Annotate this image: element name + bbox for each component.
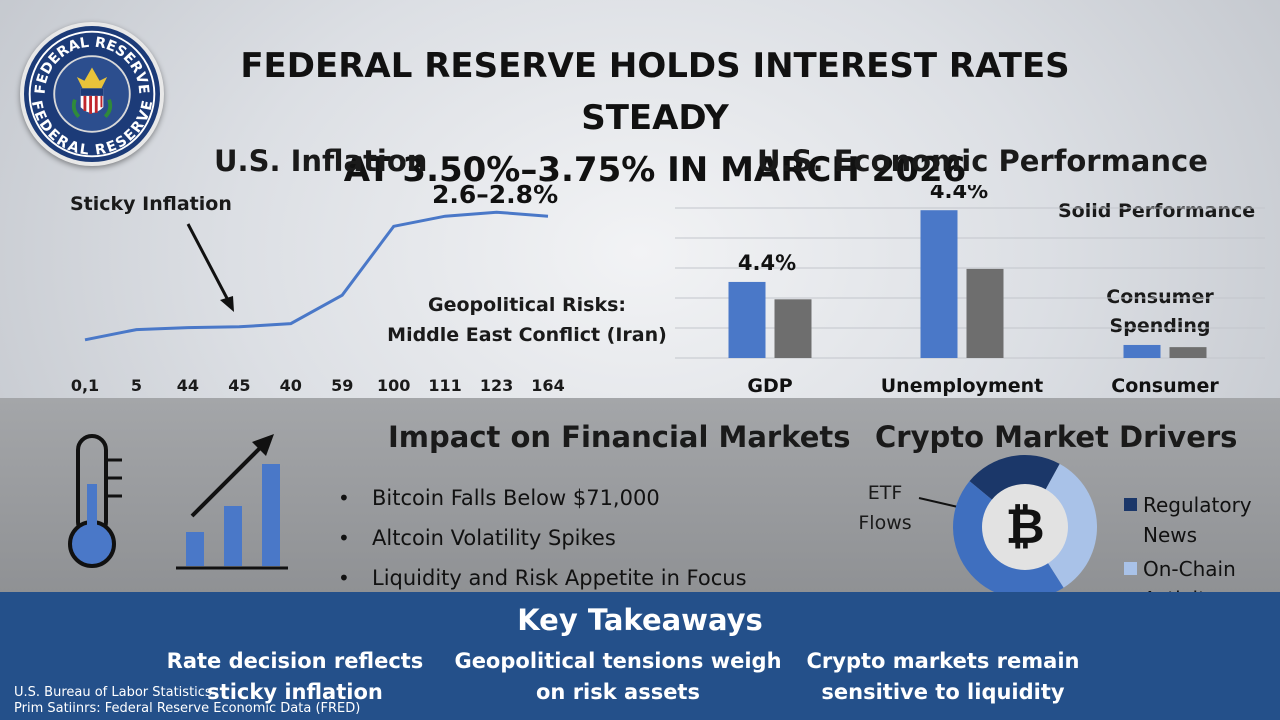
sticky-inflation-label: Sticky Inflation bbox=[70, 193, 232, 215]
x-tick-label: 0,1 bbox=[71, 376, 99, 395]
growth-chart-icon bbox=[176, 434, 288, 570]
bar-consumer-2 bbox=[1169, 347, 1207, 358]
consumer-spending-label: Consumer Spending bbox=[1100, 283, 1220, 341]
bar-gdp-1 bbox=[728, 281, 766, 358]
takeaway-item: Rate decision reflects sticky inflation bbox=[150, 646, 440, 708]
legend1-line2: News bbox=[1143, 523, 1198, 547]
source-line1: U.S. Bureau of Labor Statistics bbox=[14, 685, 212, 700]
crypto-donut-chart: ₿ bbox=[953, 455, 1097, 599]
takeaway-line1: Rate decision reflects bbox=[166, 649, 424, 673]
seal-emblem-icon: FEDERAL RESERVE FEDERAL RESERVE bbox=[28, 30, 156, 159]
takeaway-item: Crypto markets remain sensitive to liqui… bbox=[798, 646, 1088, 708]
inflation-series-line bbox=[84, 210, 549, 342]
takeaway-line2: sensitive to liquidity bbox=[821, 680, 1065, 704]
key-takeaways-title: Key Takeaways bbox=[517, 603, 763, 637]
source-line2: Prim Satiinrs: Federal Reserve Economic … bbox=[14, 701, 361, 716]
bar-unemployment-2 bbox=[966, 268, 1004, 358]
takeaway-line1: Geopolitical tensions weigh bbox=[454, 649, 782, 673]
list-item: Liquidity and Risk Appetite in Focus bbox=[338, 558, 747, 598]
solid-performance-label: Solid Performance bbox=[1058, 200, 1256, 222]
sticky-inflation-arrow-icon bbox=[186, 223, 234, 312]
financial-markets-title: Impact on Financial Markets bbox=[388, 420, 851, 454]
legend2-line1: On-Chain bbox=[1143, 557, 1236, 581]
economic-bar-chart: GDP 4.4% Unemployment 4.4% Consumer bbox=[675, 185, 1265, 397]
x-tick-label: 111 bbox=[428, 376, 461, 395]
markets-bullet-list: Bitcoin Falls Below $71,000 Altcoin Vola… bbox=[338, 478, 747, 598]
bitcoin-icon: ₿ bbox=[1005, 499, 1044, 555]
bar-gdp-2 bbox=[774, 299, 812, 358]
inflation-title: U.S. Inflation bbox=[214, 144, 428, 178]
x-tick-label: 123 bbox=[480, 376, 513, 395]
thermometer-icon bbox=[68, 434, 122, 568]
consumer-spending-line2: Spending bbox=[1109, 315, 1211, 337]
x-tick-label: 59 bbox=[331, 376, 353, 395]
inflation-range-label: 2.6–2.8% bbox=[432, 180, 559, 209]
etf-line2: Flows bbox=[858, 512, 912, 534]
list-item: Bitcoin Falls Below $71,000 bbox=[338, 478, 747, 518]
federal-reserve-seal: FEDERAL RESERVE FEDERAL RESERVE bbox=[20, 22, 164, 166]
legend-swatch bbox=[1124, 498, 1137, 511]
legend-swatch bbox=[1124, 562, 1137, 575]
main-title-line2: AT 3.50%–3.75% IN MARCH 2026 bbox=[343, 150, 967, 190]
x-tick-label: 40 bbox=[280, 376, 302, 395]
x-tick-label: 45 bbox=[228, 376, 250, 395]
x-tick-label: 44 bbox=[177, 376, 199, 395]
takeaway-line2: on risk assets bbox=[536, 680, 700, 704]
bar-unemployment-1 bbox=[920, 210, 958, 358]
consumer-spending-line1: Consumer bbox=[1106, 286, 1214, 308]
economy-title: U.S. Economic Performance bbox=[757, 144, 1208, 178]
legend1-line1: Regulatory bbox=[1143, 493, 1252, 517]
legend-regulatory-news: Regulatory News bbox=[1124, 490, 1252, 550]
takeaway-line2: sticky inflation bbox=[207, 680, 383, 704]
main-title: FEDERAL RESERVE HOLDS INTEREST RATES STE… bbox=[180, 40, 1130, 196]
geo-line2: Middle East Conflict (Iran) bbox=[387, 324, 667, 346]
etf-line1: ETF bbox=[867, 482, 903, 504]
list-item: Altcoin Volatility Spikes bbox=[338, 518, 747, 558]
key-takeaways-band bbox=[0, 592, 1280, 720]
category-label: GDP bbox=[747, 375, 792, 397]
etf-flows-label: ETF Flows bbox=[850, 478, 920, 538]
data-label: 4.4% bbox=[930, 185, 988, 203]
main-title-line1: FEDERAL RESERVE HOLDS INTEREST RATES STE… bbox=[240, 46, 1070, 138]
x-tick-label: 164 bbox=[531, 376, 564, 395]
takeaway-line1: Crypto markets remain bbox=[806, 649, 1080, 673]
geopolitical-risks-note: Geopolitical Risks: Middle East Conflict… bbox=[382, 290, 672, 350]
category-label: Consumer bbox=[1111, 375, 1219, 397]
x-tick-label: 100 bbox=[377, 376, 410, 395]
data-label: 4.4% bbox=[738, 251, 796, 275]
takeaway-item: Geopolitical tensions weigh on risk asse… bbox=[448, 646, 788, 708]
inflation-line-chart: 0,1 5 44 45 40 59 100 111 123 164 bbox=[71, 210, 565, 395]
bar-consumer-1 bbox=[1123, 344, 1161, 358]
category-label: Unemployment bbox=[881, 375, 1043, 397]
geo-line1: Geopolitical Risks: bbox=[427, 294, 626, 316]
crypto-drivers-title: Crypto Market Drivers bbox=[875, 420, 1238, 454]
x-tick-label: 5 bbox=[131, 376, 142, 395]
